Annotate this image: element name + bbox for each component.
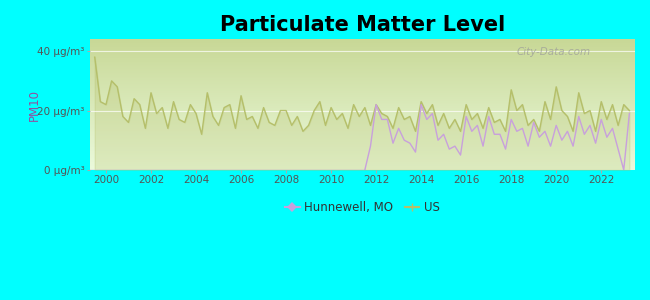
Title: Particulate Matter Level: Particulate Matter Level [220,15,505,35]
Text: City-Data.com: City-Data.com [516,47,590,57]
Legend: Hunnewell, MO, US: Hunnewell, MO, US [281,196,445,219]
Y-axis label: PM10: PM10 [28,88,41,121]
